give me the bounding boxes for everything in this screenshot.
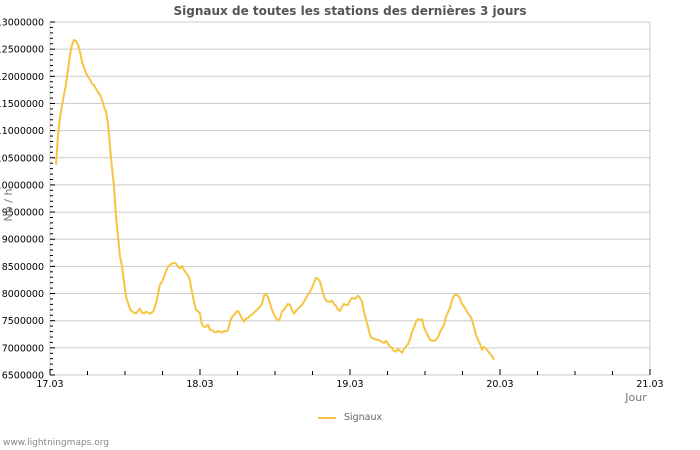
footer-link[interactable]: www.lightningmaps.org xyxy=(3,438,109,448)
x-tick-label: 19.03 xyxy=(336,379,363,390)
y-tick-label: 10000000 xyxy=(0,180,44,191)
x-tick-label: 21.03 xyxy=(636,379,663,390)
y-tick-label: 13000000 xyxy=(0,18,44,29)
y-tick-label: 8500000 xyxy=(2,262,44,273)
x-tick-label: 17.03 xyxy=(36,379,63,390)
series-line-signaux xyxy=(55,38,495,361)
y-tick-label: 12500000 xyxy=(0,45,44,56)
y-axis: 6500000 7000000 7500000 8000000 8500000 90000… xyxy=(0,18,55,382)
y-axis-title: Nb / h xyxy=(2,189,15,222)
x-axis-title: Jour xyxy=(624,391,647,404)
legend-swatch-icon xyxy=(317,416,336,419)
y-tick-label: 9500000 xyxy=(2,208,44,219)
y-tick-label: 11500000 xyxy=(0,99,44,110)
x-tick-label: 20.03 xyxy=(486,379,513,390)
legend-label: Signaux xyxy=(343,412,383,423)
y-tick-label: 6500000 xyxy=(2,371,44,382)
x-axis: 17.03 18.03 19.03 20.03 21.03 xyxy=(36,369,664,390)
y-tick-label: 9000000 xyxy=(2,235,44,246)
y-tick-label: 11000000 xyxy=(0,126,44,137)
y-tick-label: 7500000 xyxy=(2,316,44,327)
y-tick-label: 7000000 xyxy=(2,343,44,354)
legend: Signaux xyxy=(0,412,700,423)
y-tick-label: 10500000 xyxy=(0,153,44,164)
x-tick-label: 18.03 xyxy=(186,379,213,390)
grid-lines xyxy=(49,21,651,376)
y-tick-label: 8000000 xyxy=(2,289,44,300)
y-tick-label: 12000000 xyxy=(0,72,44,83)
chart-title: Signaux de toutes les stations des derni… xyxy=(173,4,527,18)
